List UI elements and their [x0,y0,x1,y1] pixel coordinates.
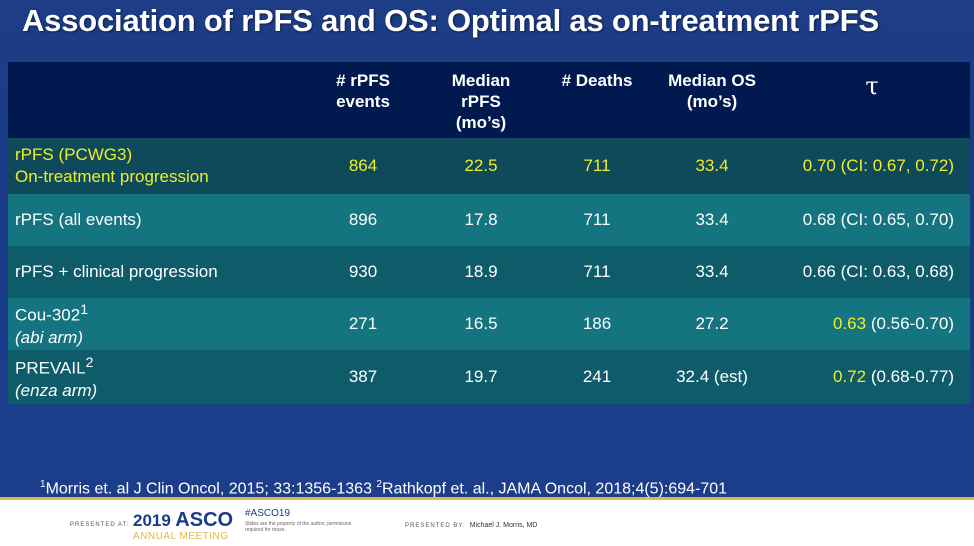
tau-value: 0.72 [833,367,867,386]
footnote-ref-1: Morris et. al J Clin Oncol, 2015; 33:135… [45,480,372,498]
cell-tau: 0.68 (CI: 0.65, 0.70) [774,194,970,246]
header-deaths: # Deaths [544,62,650,138]
tau-value: 0.66 [802,262,836,281]
logo-year: 2019 [133,511,171,530]
table-row: rPFS (PCWG3) On-treatment progression 86… [8,138,970,194]
tau-value: 0.68 [802,210,836,229]
slide-title: Association of rPFS and OS: Optimal as o… [22,3,879,38]
cell-events: 271 [348,314,378,333]
cell-events: 930 [348,262,378,281]
table-row: rPFS (all events) 896 17.8 711 33.4 0.68… [8,194,970,246]
row-label-text: PREVAIL [15,358,86,378]
cell-median-rpfs: 19.7 [464,367,498,386]
cell-median-os: 33.4 [695,262,729,281]
cell-median-os: 27.2 [695,314,729,333]
logo-org: ASCO [175,509,234,531]
cell-tau: 0.70 (CI: 0.67, 0.72) [774,138,970,194]
row-label-line2: (abi arm) [15,327,84,347]
tau-ci: (CI: 0.67, 0.72) [840,156,954,175]
row-label-line1: rPFS (PCWG3) [15,145,133,164]
header-median-os: Median OS (mo’s) [650,62,774,138]
table-row: rPFS + clinical progression 930 18.9 711… [8,246,970,298]
tau-value: 0.70 [802,156,836,175]
row-label: PREVAIL2 (enza arm) [8,350,308,404]
results-table: # rPFS events Median rPFS (mo’s) # Death… [8,62,970,404]
cell-median-rpfs: 22.5 [464,156,498,175]
header-line: (mo’s) [686,92,738,111]
cell-deaths: 711 [583,210,611,229]
footnote-ref-2: Rathkopf et. al., JAMA Oncol, 2018;4(5):… [381,480,728,498]
header-tau: τ [865,72,879,100]
cell-deaths: 711 [583,262,611,281]
cell-events: 864 [348,156,378,175]
tau-ci: (0.56-0.70) [870,314,954,333]
cell-median-os: 32.4 (est) [676,367,748,386]
cell-median-rpfs: 16.5 [464,314,498,333]
presented-at-label: PRESENTED AT: [70,522,130,528]
row-label-line2: On-treatment progression [15,167,209,186]
header-rpfs-events: # rPFS events [308,62,418,138]
header-empty [8,62,308,138]
cell-deaths: 241 [582,367,612,386]
cell-median-rpfs: 17.8 [464,210,498,229]
cell-tau: 0.63 (0.56-0.70) [774,298,970,350]
asco-logo: 2019 ASCO ANNUAL MEETING [133,509,234,542]
header-line: (mo’s) [455,113,507,132]
footnote-marker: 2 [85,355,94,372]
cell-median-os: 33.4 [695,156,729,175]
footnote-references: 1Morris et. al J Clin Oncol, 2015; 33:13… [40,479,727,498]
disclaimer-text: Slides are the property of the author, p… [245,521,352,533]
row-label: rPFS + clinical progression [15,262,218,281]
cell-events: 387 [348,367,378,386]
cell-tau: 0.72 (0.68-0.77) [774,350,970,404]
table-header-row: # rPFS events Median rPFS (mo’s) # Death… [8,62,970,138]
row-label-text: Cou-302 [15,305,81,325]
presented-by-label: PRESENTED BY: [405,523,466,529]
tau-ci: (CI: 0.63, 0.68) [840,262,954,281]
row-label-line1: PREVAIL2 [15,352,308,380]
presented-by: PRESENTED BY: Michael J. Morris, MD [405,522,537,529]
row-label-line1: Cou-3021 [15,299,308,327]
header-line: Median OS [668,71,756,90]
header-median-rpfs: Median rPFS (mo’s) [418,62,544,138]
footnote-sup-2: 2 [376,479,382,490]
header-line: # rPFS [336,71,390,90]
cell-tau: 0.66 (CI: 0.63, 0.68) [774,246,970,298]
table-row: Cou-3021 (abi arm) 271 16.5 186 27.2 0.6… [8,298,970,350]
table-row: PREVAIL2 (enza arm) 387 19.7 241 32.4 (e… [8,350,970,404]
row-label: rPFS (all events) [15,210,142,229]
cell-median-os: 33.4 [695,210,729,229]
tau-ci: (0.68-0.77) [870,367,954,386]
tau-value: 0.63 [833,314,867,333]
hashtag: #ASCO19 [245,508,291,519]
header-line: rPFS [461,92,501,111]
row-label: rPFS (PCWG3) On-treatment progression [8,138,308,194]
header-line: events [336,92,390,111]
row-label-line2: (enza arm) [15,380,98,400]
cell-median-rpfs: 18.9 [464,262,498,281]
row-label: Cou-3021 (abi arm) [8,298,308,350]
footnote-sup-1: 1 [40,479,46,490]
tau-ci: (CI: 0.65, 0.70) [840,210,954,229]
logo-meeting: ANNUAL MEETING [133,531,229,542]
presenter-name: Michael J. Morris, MD [469,522,538,529]
footnote-marker: 1 [80,302,89,319]
cell-deaths: 711 [583,156,611,175]
header-line: Median [451,71,511,90]
header-line: # Deaths [561,71,633,90]
conference-footer-band: PRESENTED AT: 2019 ASCO ANNUAL MEETING #… [0,497,974,546]
cell-deaths: 186 [582,314,612,333]
cell-events: 896 [348,210,378,229]
